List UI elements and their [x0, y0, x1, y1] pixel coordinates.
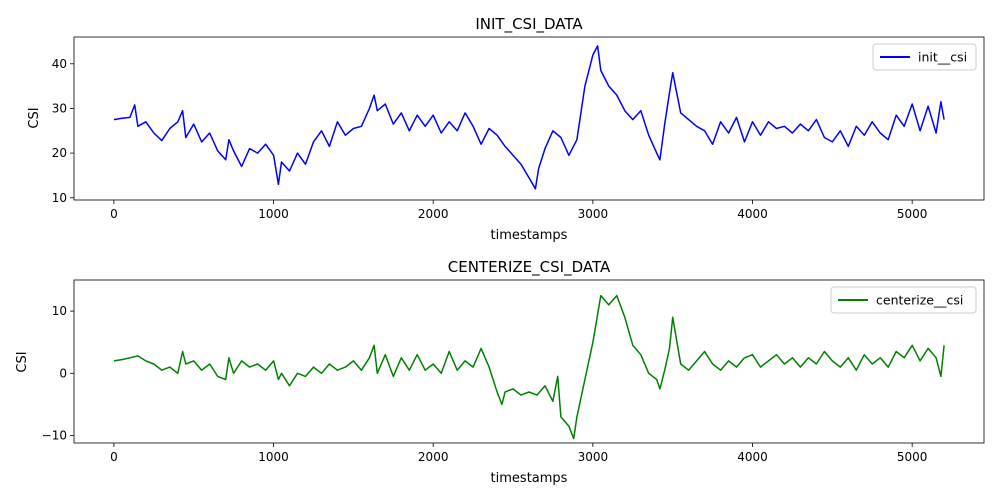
- x-tick-label: 2000: [418, 207, 449, 221]
- legend-box: [830, 286, 977, 314]
- x-tick-label: 0: [110, 207, 118, 221]
- x-tick-label: 3000: [578, 450, 609, 464]
- series-line-centerize-csi: [113, 294, 945, 440]
- y-tick-label: 0: [59, 366, 67, 380]
- x-axis-label: timestamps: [491, 471, 568, 486]
- x-tick-label: 5000: [897, 450, 928, 464]
- x-tick-label: 4000: [737, 207, 768, 221]
- legend: centerize__csi: [830, 286, 977, 314]
- plot-frame: [73, 36, 985, 201]
- y-axis-label: CSI: [27, 107, 42, 128]
- plot-frame: [73, 279, 985, 444]
- x-tick-label: 5000: [897, 207, 928, 221]
- series-line-init-csi: [113, 45, 945, 190]
- x-tick-label: 3000: [578, 207, 609, 221]
- subplot-init-csi: INIT_CSI_DATA 0 1000 2000 3000 4000 5000 10 20 3…: [27, 15, 985, 243]
- x-tick-label: 0: [110, 450, 118, 464]
- y-tick-label: 10: [52, 304, 67, 318]
- subplot-centerize-csi: CENTERIZE_CSI_DATA 0 1000 2000 3000 4000 5000…: [15, 258, 985, 486]
- y-axis-label: CSI: [15, 351, 30, 372]
- x-tick-label: 4000: [737, 450, 768, 464]
- y-tick-label: 30: [52, 101, 67, 115]
- x-tick-label: 1000: [258, 207, 289, 221]
- legend-label: init__csi: [918, 50, 967, 65]
- x-tick-label: 2000: [418, 450, 449, 464]
- legend-box: [872, 43, 977, 71]
- axis-ticks: 0 1000 2000 3000 4000 5000 −10 0 10: [42, 304, 928, 464]
- y-tick-label: −10: [42, 429, 67, 443]
- axis-ticks: 0 1000 2000 3000 4000 5000 10 20 30 40: [52, 57, 928, 221]
- legend-label: centerize__csi: [876, 293, 963, 308]
- y-tick-label: 20: [52, 146, 67, 160]
- x-tick-label: 1000: [258, 450, 289, 464]
- y-tick-label: 40: [52, 57, 67, 71]
- chart-title: INIT_CSI_DATA: [475, 15, 583, 34]
- chart-title: CENTERIZE_CSI_DATA: [448, 258, 611, 277]
- legend: init__csi: [872, 43, 977, 71]
- x-axis-label: timestamps: [491, 228, 568, 243]
- y-tick-label: 10: [52, 191, 67, 205]
